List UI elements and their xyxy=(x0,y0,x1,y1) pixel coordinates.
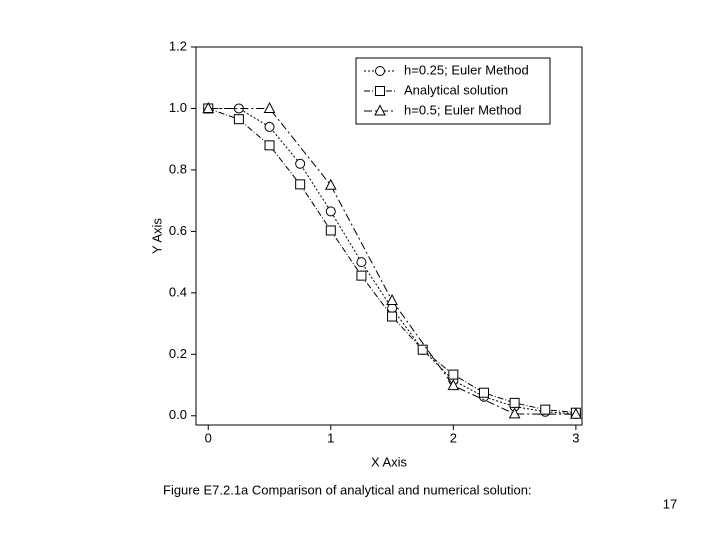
data-point xyxy=(264,140,275,151)
data-point xyxy=(386,293,398,306)
legend-marker xyxy=(374,104,386,116)
legend-label: Analytical solution xyxy=(404,82,508,97)
legend-marker xyxy=(375,86,385,96)
data-point xyxy=(509,397,520,408)
series-line xyxy=(208,107,576,414)
x-tick-label: 0 xyxy=(205,430,212,445)
y-tick-label: 1.0 xyxy=(169,100,187,115)
x-tick-label: 3 xyxy=(572,430,579,445)
series-line xyxy=(208,107,576,415)
y-axis-label: Y Axis xyxy=(149,218,164,254)
data-point xyxy=(570,407,582,419)
data-point xyxy=(233,114,244,125)
y-tick-label: 0.2 xyxy=(169,346,187,361)
legend-marker xyxy=(375,66,385,76)
data-point xyxy=(325,206,336,217)
data-point xyxy=(447,379,460,391)
data-point xyxy=(448,369,459,380)
x-tick-label: 1 xyxy=(327,430,334,445)
data-point xyxy=(508,407,521,419)
data-point xyxy=(478,387,489,398)
plot-frame xyxy=(195,46,583,426)
data-point xyxy=(356,270,367,281)
data-point xyxy=(540,404,551,415)
data-point xyxy=(202,101,215,113)
x-tick-label: 2 xyxy=(450,430,457,445)
y-tick-label: 0.8 xyxy=(169,161,187,176)
y-tick-label: 0.0 xyxy=(169,407,187,422)
y-tick-label: 0.6 xyxy=(169,223,187,238)
data-point xyxy=(417,344,428,355)
caption: Figure E7.2.1a Comparison of analytical … xyxy=(163,482,532,497)
series-line xyxy=(208,107,576,415)
data-point xyxy=(295,179,306,190)
y-tick-label: 1.2 xyxy=(169,38,187,53)
data-point xyxy=(263,101,276,113)
data-point xyxy=(264,121,275,132)
data-point xyxy=(295,158,306,169)
x-axis-label: X Axis xyxy=(371,454,408,469)
page-number: 17 xyxy=(663,496,677,511)
data-point xyxy=(324,178,337,190)
legend-label: h=0.5; Euler Method xyxy=(404,102,521,117)
y-tick-label: 0.4 xyxy=(169,284,187,299)
data-point xyxy=(325,225,336,236)
data-point xyxy=(356,257,367,268)
data-point xyxy=(387,311,398,322)
legend-label: h=0.25; Euler Method xyxy=(404,62,529,77)
